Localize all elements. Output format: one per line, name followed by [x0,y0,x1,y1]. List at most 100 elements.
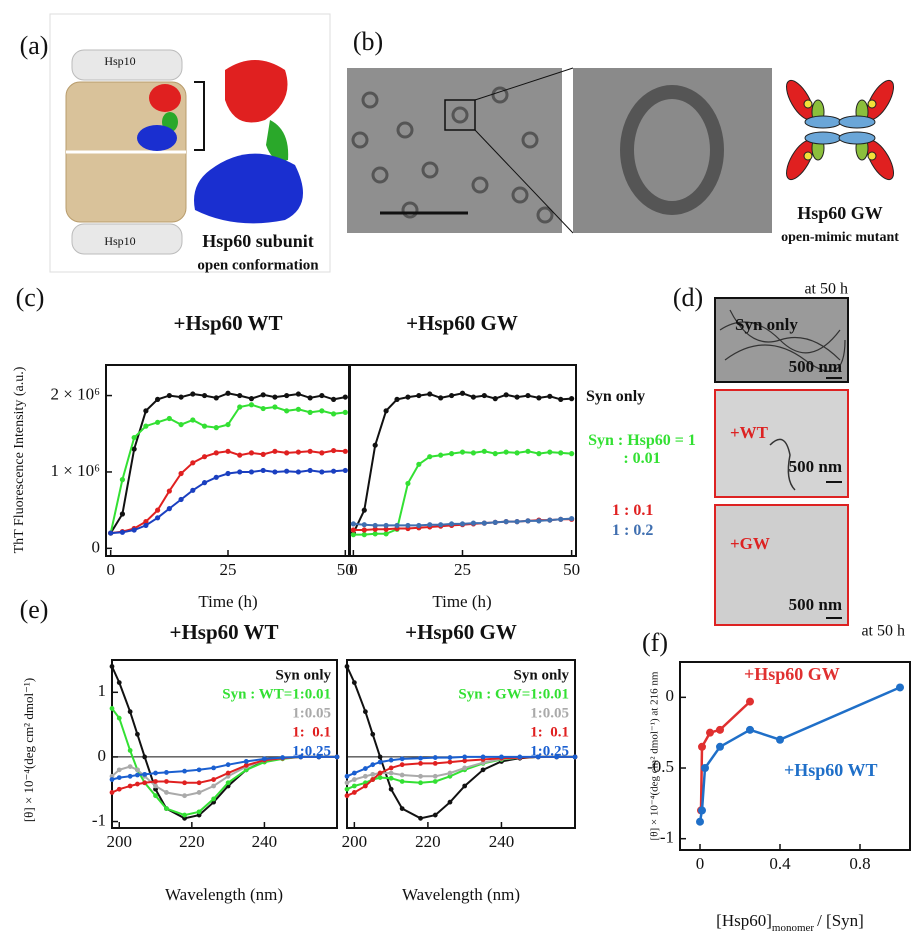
data-point [433,774,438,779]
data-point [389,776,394,781]
data-point [284,393,289,398]
data-point [482,521,487,526]
data-point [202,424,207,429]
legend-entry: 1:0.05 [292,705,331,721]
series-line [700,687,900,821]
data-point [182,769,187,774]
x-tick-label: 25 [454,560,471,579]
data-point [331,397,336,402]
series-line [701,702,750,811]
data-point [197,767,202,772]
y-axis-label: ThT Fluorescence Intensity (a.u.) [12,366,27,553]
x-axis-label: Wavelength (nm) [402,885,520,904]
data-point [296,449,301,454]
structure-label: Hsp10 [104,54,135,68]
data-point [308,410,313,415]
data-point [504,519,509,524]
data-point [225,471,230,476]
data-point [153,793,158,798]
data-point [214,450,219,455]
y-tick-label: 1 × 10⁶ [50,461,100,480]
data-point [418,761,423,766]
data-point [418,774,423,779]
data-point [351,527,356,532]
data-point [462,755,467,760]
chart-title: +Hsp60 WT [169,620,278,644]
legend-entry: Syn : GW=1:0.01 [458,686,569,702]
y-axis-label: [θ] × 10⁻⁴(deg cm² dmol⁻¹) at 216 nm [649,671,661,840]
data-point [370,732,375,737]
data-point [331,469,336,474]
data-point [471,521,476,526]
data-point [776,736,784,744]
data-point [135,773,140,778]
y-tick-label: -1 [660,828,674,847]
legend-entry: 1:0.25 [530,743,569,759]
data-point [362,532,367,537]
data-point [249,469,254,474]
data-point [319,408,324,413]
data-point [226,780,231,785]
data-point [190,417,195,422]
data-point [225,391,230,396]
data-point [363,774,368,779]
data-point [449,393,454,398]
structure-caption: Hsp60 subunit [202,231,314,251]
data-point [462,784,467,789]
data-point [272,394,277,399]
data-point [284,469,289,474]
data-point [167,416,172,421]
data-point [214,395,219,400]
data-point [427,454,432,459]
chart-title: +Hsp60 GW [405,620,517,644]
data-point [569,396,574,401]
data-point [462,766,467,771]
x-tick-label: 220 [415,832,441,851]
x-axis-label-part: [Hsp60] [716,911,772,930]
data-point [378,775,383,780]
data-point [427,522,432,527]
data-point [400,806,405,811]
data-point [481,755,486,760]
data-point [427,391,432,396]
y-tick-label: 0 [92,537,101,556]
data-point [190,488,195,493]
data-point [343,394,348,399]
data-point [370,762,375,767]
data-point [178,394,183,399]
data-point [345,664,350,669]
data-point [384,408,389,413]
data-point [438,453,443,458]
data-point [569,451,574,456]
data-point [352,777,357,782]
data-point [296,391,301,396]
data-point [225,449,230,454]
x-axis-label: [Hsp60]monomer/ [Syn] [716,911,864,934]
scale-label: 500 nm [789,357,842,376]
data-point [448,760,453,765]
data-point [110,790,115,795]
data-point [331,411,336,416]
legend-entry: Syn only [276,667,332,683]
data-point [517,755,522,760]
data-point [536,518,541,523]
data-point [569,516,574,521]
panel-label: (e) [20,595,49,624]
data-point [226,771,231,776]
data-point [190,460,195,465]
data-point [178,422,183,427]
x-tick-label: 240 [489,832,515,851]
data-point [460,449,465,454]
scale-label: 500 nm [789,457,842,476]
data-point [416,462,421,467]
data-point [481,767,486,772]
data-point [335,755,340,760]
data-point [433,813,438,818]
series-label: +Hsp60 WT [784,760,877,780]
data-point [128,748,133,753]
legend-entry: 1:0.25 [292,743,331,759]
data-point [135,782,140,787]
data-point [182,793,187,798]
data-point [698,743,706,751]
data-point [110,777,115,782]
